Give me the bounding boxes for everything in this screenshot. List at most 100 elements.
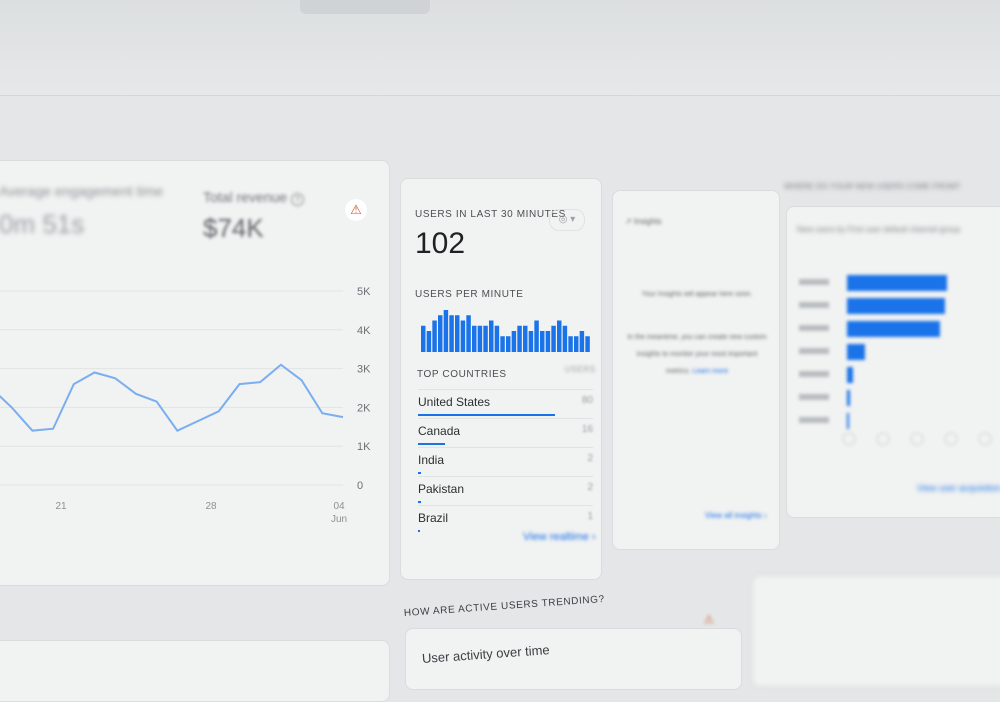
warning-triangle-icon[interactable]: ⚠ <box>704 614 714 626</box>
country-users: 2 <box>587 482 593 493</box>
y-tick-label: 4K <box>357 325 371 337</box>
channel-label <box>799 371 829 377</box>
bottom-right-card <box>752 575 1000 687</box>
minute-bar <box>489 320 494 352</box>
channel-bar <box>847 321 940 337</box>
minute-bar <box>500 336 505 352</box>
country-share-bar <box>418 501 422 503</box>
country-users: 1 <box>587 511 593 522</box>
insights-body-text: In the meantime, you can create new cust… <box>627 334 767 375</box>
row-divider <box>418 447 593 448</box>
minute-bar <box>562 325 568 352</box>
revenue-line-chart: 5K 4K 3K 2K 1K 0 21 28 04 Jun <box>0 286 371 525</box>
trending-card-title: User activity over time <box>421 642 551 666</box>
row-divider <box>418 418 593 419</box>
country-share-bar <box>418 472 422 474</box>
axis-marker <box>910 432 924 446</box>
minute-bar <box>568 336 573 352</box>
top-tab[interactable] <box>300 0 430 14</box>
minute-bar <box>455 315 460 352</box>
country-users: 2 <box>587 453 593 464</box>
channel-bar <box>847 275 947 291</box>
row-divider <box>418 476 593 477</box>
minute-bar <box>528 331 534 352</box>
x-tick-label: 21 <box>55 501 67 512</box>
country-row[interactable]: Pakistan 2 <box>418 482 593 503</box>
country-row[interactable]: United States 80 <box>418 395 593 416</box>
country-users: 16 <box>581 424 593 435</box>
channel-label <box>799 417 829 423</box>
channel-bar <box>847 413 849 429</box>
insights-headline: Your Insights will appear here soon. <box>641 291 753 298</box>
country-share-bar <box>418 443 446 445</box>
country-name: Pakistan <box>418 482 465 496</box>
view-acquisition-link[interactable]: View user acquisition <box>917 483 1000 493</box>
engagement-label: Average engagement time <box>0 183 163 199</box>
users-per-minute-chart <box>421 310 590 352</box>
country-row[interactable]: Brazil 1 <box>418 511 593 532</box>
row-divider <box>418 505 593 506</box>
engagement-value: 0m 51s <box>0 209 85 239</box>
channel-label <box>799 279 829 285</box>
insights-title: ↗ Insights <box>625 217 662 226</box>
revenue-label[interactable]: Total revenue ? <box>203 189 304 206</box>
axis-marker <box>944 432 958 446</box>
channel-bar <box>847 390 850 406</box>
learn-more-link[interactable]: Learn more <box>692 368 729 375</box>
country-share-bar <box>418 530 420 532</box>
axis-marker <box>978 432 992 446</box>
trending-title: HOW ARE ACTIVE USERS TRENDING? <box>403 593 606 619</box>
bottom-left-card <box>0 640 390 702</box>
minute-bar <box>432 320 437 352</box>
help-circle-icon[interactable]: ? <box>290 193 304 206</box>
country-name: Brazil <box>418 511 449 525</box>
revenue-value: $74K <box>203 213 264 243</box>
minute-bar <box>477 325 483 352</box>
minute-bar <box>545 331 551 352</box>
minute-bar <box>443 310 449 352</box>
x-tick-label: 04 <box>333 501 345 512</box>
insights-card: ↗ Insights Your Insights will appear her… <box>612 190 780 550</box>
minute-bar <box>483 325 488 352</box>
view-realtime-text: View realtime <box>523 531 589 543</box>
minute-bar <box>426 331 432 352</box>
view-realtime-link[interactable]: View realtime › <box>523 531 596 543</box>
minute-bar <box>449 315 454 352</box>
warning-triangle-icon[interactable]: ⚠ <box>345 199 367 221</box>
compare-circle-icon[interactable]: ◎ ▾ <box>549 209 585 231</box>
acquisition-card-title: New users by First user default channel … <box>797 225 961 234</box>
x-tick-label: Jun <box>331 514 347 525</box>
users-header: USERS <box>565 365 596 374</box>
row-divider <box>418 389 593 390</box>
minute-bar <box>579 331 585 352</box>
realtime-title: USERS IN LAST 30 MINUTES <box>415 209 566 220</box>
channel-label <box>799 394 829 400</box>
country-name: India <box>418 453 445 467</box>
minute-bar <box>511 331 517 352</box>
country-row[interactable]: Canada 16 <box>418 424 593 445</box>
channel-bar <box>847 344 865 360</box>
channel-bar <box>847 367 853 383</box>
revenue-line <box>0 363 344 432</box>
minute-bar <box>534 320 539 352</box>
x-tick-label: 28 <box>205 501 217 512</box>
minute-bar <box>472 325 477 352</box>
country-row[interactable]: India 2 <box>418 453 593 474</box>
y-tick-label: 5K <box>357 286 371 298</box>
acquisition-card: New users by First user default channel … <box>786 206 1000 518</box>
top-bar <box>0 0 1000 96</box>
minute-bar <box>540 331 545 352</box>
y-tick-label: 1K <box>357 441 371 453</box>
minute-bar <box>438 315 443 352</box>
realtime-card: USERS IN LAST 30 MINUTES ◎ ▾ 102 USERS P… <box>400 178 602 580</box>
country-users: 80 <box>581 395 593 406</box>
per-minute-label: USERS PER MINUTE <box>415 289 524 300</box>
insights-body: In the meantime, you can create new cust… <box>627 329 767 380</box>
channel-label <box>799 348 829 354</box>
countries-header: TOP COUNTRIES <box>417 369 507 380</box>
channel-label <box>799 302 829 308</box>
view-all-insights-link[interactable]: View all insights › <box>705 511 767 520</box>
minute-bar <box>557 320 562 352</box>
channel-bar <box>847 298 945 314</box>
minute-bar <box>523 325 528 352</box>
